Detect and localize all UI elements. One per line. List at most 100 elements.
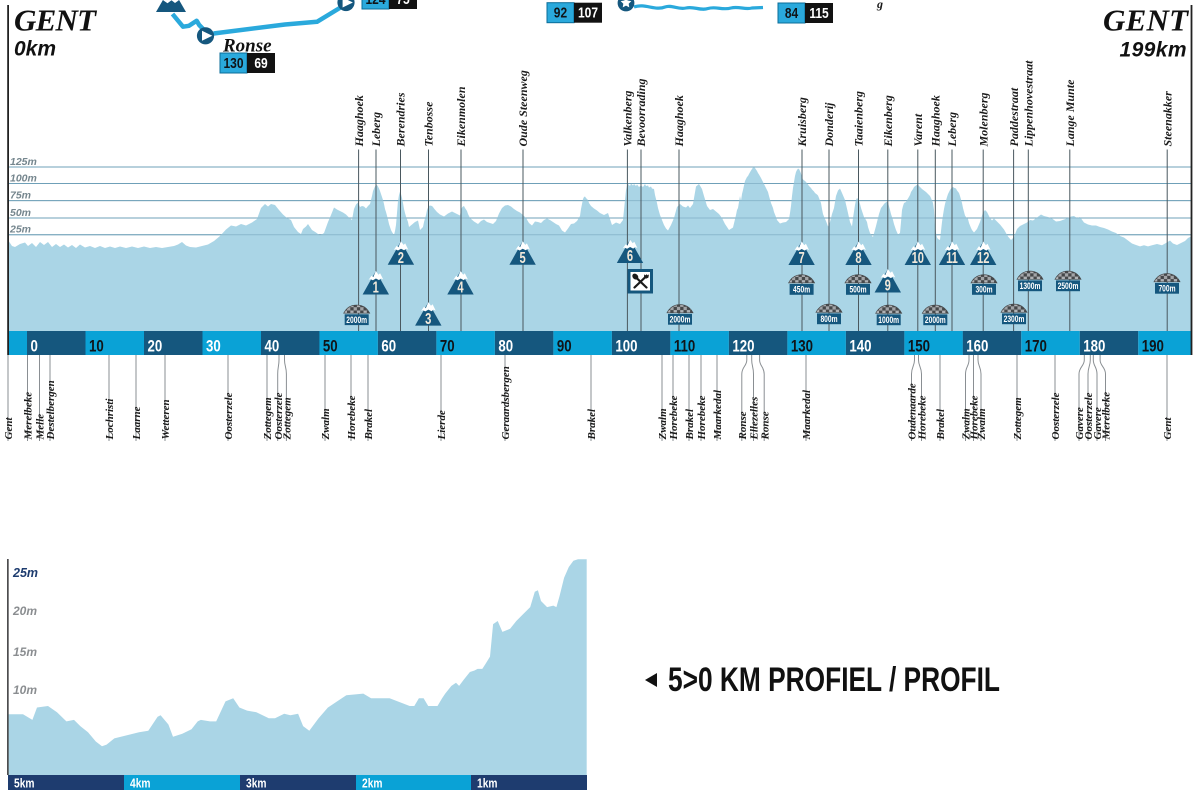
svg-text:2km: 2km	[362, 778, 382, 791]
svg-text:Varent: Varent	[911, 113, 925, 146]
svg-text:Merelbeke: Merelbeke	[23, 392, 35, 441]
svg-text:2500m: 2500m	[1058, 281, 1079, 291]
svg-text:100m: 100m	[10, 172, 37, 184]
svg-text:Zottegem: Zottegem	[262, 397, 274, 441]
svg-text:Zwalm: Zwalm	[657, 408, 669, 441]
svg-text:Horebeke: Horebeke	[668, 395, 680, 440]
svg-text:180: 180	[1083, 337, 1105, 356]
svg-text:110: 110	[674, 337, 695, 356]
svg-text:Brakel: Brakel	[586, 408, 598, 441]
svg-text:Horebeke: Horebeke	[346, 395, 358, 440]
svg-text:3km: 3km	[246, 778, 266, 791]
svg-text:7: 7	[798, 249, 804, 266]
svg-text:0: 0	[31, 337, 38, 356]
svg-text:25m: 25m	[12, 566, 38, 580]
svg-text:Destelbergen: Destelbergen	[45, 380, 57, 440]
svg-text:160: 160	[966, 337, 988, 356]
svg-text:70: 70	[440, 337, 455, 356]
svg-text:1: 1	[373, 279, 380, 296]
svg-text:Oosterzele: Oosterzele	[273, 392, 285, 439]
svg-text:6: 6	[627, 247, 634, 264]
svg-text:2300m: 2300m	[1004, 314, 1025, 324]
svg-text:60: 60	[381, 337, 396, 356]
svg-text:Lochristi: Lochristi	[104, 398, 116, 441]
svg-text:124: 124	[365, 0, 385, 7]
svg-text:40: 40	[265, 337, 280, 356]
svg-text:2000m: 2000m	[925, 315, 946, 325]
svg-text:1km: 1km	[477, 778, 497, 791]
svg-text:g: g	[876, 0, 883, 11]
svg-text:Taaienberg: Taaienberg	[852, 91, 866, 147]
svg-text:Merelbeke: Merelbeke	[1101, 392, 1113, 441]
svg-text:Bevoorrading: Bevoorrading	[634, 78, 648, 147]
svg-text:Haaghoek: Haaghoek	[672, 95, 686, 147]
svg-text:1300m: 1300m	[1020, 281, 1041, 291]
svg-text:450m: 450m	[793, 285, 810, 295]
svg-text:115: 115	[809, 5, 829, 22]
svg-text:2000m: 2000m	[670, 314, 691, 324]
svg-text:Kruisberg: Kruisberg	[795, 97, 809, 147]
svg-text:50: 50	[323, 337, 338, 356]
svg-text:25m: 25m	[9, 224, 31, 236]
svg-text:Ronse: Ronse	[759, 411, 771, 440]
svg-text:Lippenhovestraat: Lippenhovestraat	[1022, 60, 1036, 148]
svg-text:75: 75	[396, 0, 410, 7]
svg-text:Steenakker: Steenakker	[1160, 91, 1174, 147]
svg-text:GENT: GENT	[14, 3, 97, 38]
svg-text:Zottegem: Zottegem	[1012, 397, 1024, 441]
svg-text:Leberg: Leberg	[369, 112, 383, 148]
svg-text:90: 90	[557, 337, 572, 356]
svg-text:Haaghoek: Haaghoek	[929, 95, 943, 147]
svg-text:92: 92	[554, 4, 568, 21]
svg-text:30: 30	[206, 337, 221, 356]
svg-text:Wetteren: Wetteren	[160, 399, 172, 439]
svg-text:120: 120	[732, 337, 754, 356]
svg-text:Eikenberg: Eikenberg	[881, 95, 895, 147]
svg-text:4: 4	[457, 279, 464, 296]
svg-text:Paddestraat: Paddestraat	[1007, 87, 1021, 146]
svg-text:Maarkedal: Maarkedal	[801, 389, 813, 440]
svg-text:Zwalm: Zwalm	[320, 408, 332, 441]
svg-text:Molenberg: Molenberg	[976, 93, 990, 148]
svg-text:Gent: Gent	[1162, 417, 1174, 440]
svg-text:GENT: GENT	[1103, 3, 1189, 38]
svg-text:300m: 300m	[975, 285, 992, 295]
svg-text:150: 150	[908, 337, 930, 356]
svg-text:11: 11	[946, 249, 958, 266]
svg-text:800m: 800m	[820, 314, 837, 324]
svg-text:Leberg: Leberg	[945, 112, 959, 148]
svg-text:Maarkedal: Maarkedal	[712, 389, 724, 440]
svg-text:15m: 15m	[13, 645, 37, 659]
svg-text:Oosterzele: Oosterzele	[1050, 392, 1062, 439]
svg-text:Laarne: Laarne	[131, 406, 143, 440]
svg-text:Brakel: Brakel	[935, 408, 947, 441]
svg-text:199km: 199km	[1120, 39, 1187, 62]
svg-text:4km: 4km	[130, 778, 150, 791]
svg-text:Brakel: Brakel	[684, 408, 696, 441]
svg-text:Horebeke: Horebeke	[696, 395, 708, 440]
svg-text:0km: 0km	[14, 38, 56, 61]
svg-text:10m: 10m	[13, 683, 37, 697]
svg-text:Tenbosse: Tenbosse	[422, 101, 436, 147]
svg-text:700m: 700m	[1158, 283, 1175, 293]
svg-text:Oudenaarde: Oudenaarde	[907, 383, 919, 439]
svg-text:100: 100	[615, 337, 637, 356]
svg-text:Geraardsbergen: Geraardsbergen	[500, 366, 512, 439]
svg-text:20: 20	[148, 337, 163, 356]
svg-text:2: 2	[398, 249, 404, 266]
svg-text:190: 190	[1142, 337, 1164, 356]
svg-text:Zwalm: Zwalm	[961, 408, 973, 441]
svg-text:Donderij: Donderij	[822, 102, 836, 148]
svg-text:Lange Munte: Lange Munte	[1063, 79, 1077, 148]
svg-text:Oosterzele: Oosterzele	[223, 392, 235, 439]
svg-text:Gent: Gent	[3, 417, 15, 440]
svg-text:1000m: 1000m	[878, 315, 899, 325]
svg-text:10: 10	[912, 249, 924, 266]
svg-text:500m: 500m	[849, 285, 866, 295]
svg-text:20m: 20m	[12, 604, 37, 618]
svg-text:Oude Steenweg: Oude Steenweg	[516, 70, 530, 146]
svg-text:75m: 75m	[10, 189, 31, 201]
svg-text:12: 12	[977, 249, 989, 266]
svg-text:Zwalm: Zwalm	[976, 408, 988, 441]
svg-text:80: 80	[498, 337, 513, 356]
